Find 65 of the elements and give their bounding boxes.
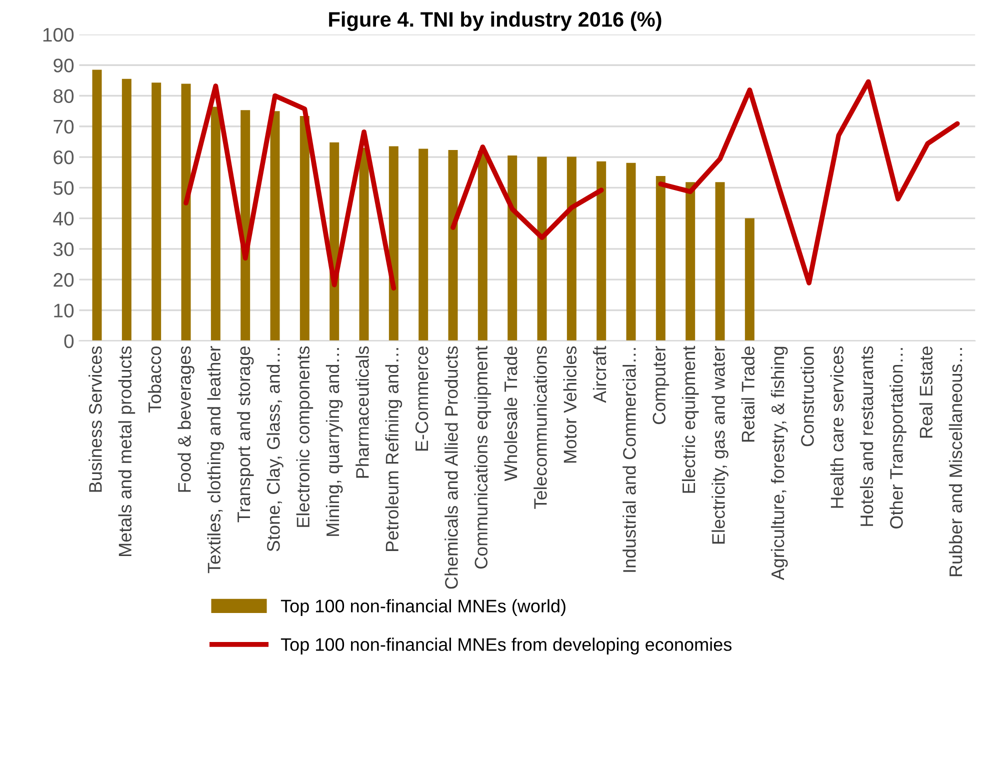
bar (418, 148, 428, 341)
x-tick-label: Agriculture, forestry, & fishing (770, 346, 788, 580)
x-tick-label: Business Services (88, 346, 102, 492)
x-tick-label: E-Commerce (415, 346, 428, 451)
bar (686, 182, 696, 341)
x-tick-label: Stone, Clay, Glass, and… (266, 348, 284, 552)
x-tick-label: Hotels and restaurants (860, 346, 874, 526)
bar (537, 156, 547, 341)
bar (508, 156, 518, 341)
y-tick-label: 80 (54, 89, 74, 103)
y-tick-label: 40 (53, 212, 74, 226)
y-tick-label: 100 (43, 28, 74, 42)
bar (359, 148, 369, 341)
x-tick-label: Pharmaceuticals (356, 346, 369, 478)
x-tick-label: Electric equipment (682, 346, 699, 493)
x-tick-label: Computer (652, 346, 670, 424)
bar (181, 84, 191, 341)
y-tick-label: 0 (64, 334, 74, 348)
x-tick-label: Motor Vehicles (563, 346, 577, 463)
y-tick-label: 50 (53, 181, 74, 195)
bar (210, 106, 220, 341)
x-tick-label: Electricity, gas and water (712, 346, 728, 544)
x-tick-label: Metals and metal products (118, 346, 136, 556)
y-tick-label: 60 (54, 150, 74, 164)
bar (300, 116, 310, 341)
bar (448, 150, 458, 341)
x-tick-label: Transport and storage (236, 346, 254, 522)
x-tick-label: Construction (800, 346, 814, 446)
y-tick-label: 90 (54, 58, 74, 72)
x-tick-label: Wholesale Trade (504, 346, 518, 482)
x-tick-label: Textiles, clothing and leather (207, 346, 224, 574)
x-tick-label: Electronic components (296, 346, 314, 527)
bar (92, 70, 102, 341)
legend-label: Top 100 non-financial MNEs (world) (280, 599, 566, 616)
x-tick-label: Food & beverages (178, 346, 194, 492)
legend-label: Top 100 non-financial MNEs from developing economies (280, 638, 732, 655)
x-tick-label: Other Transportation… (890, 348, 906, 529)
x-tick-label: Retail Trade (741, 346, 755, 442)
x-tick-label: Petroleum Refining and… (385, 348, 402, 551)
y-tick-label: 70 (54, 120, 74, 134)
x-tick-label: Communications equipment (474, 346, 492, 569)
y-tick-label: 20 (54, 273, 74, 287)
bar (626, 162, 636, 341)
bar (715, 182, 725, 341)
x-tick-label: Rubber and Miscellaneous… (948, 348, 962, 576)
x-tick-label: Telecommunications (534, 346, 547, 509)
bar (656, 176, 666, 341)
bar (122, 78, 132, 341)
y-tick-label: 10 (54, 304, 74, 318)
bar (388, 146, 398, 341)
x-tick-label: Industrial and Commercial… (622, 348, 636, 572)
bar (152, 82, 162, 341)
bar (478, 150, 488, 341)
x-tick-label: Health care services (830, 346, 844, 508)
bar (566, 156, 576, 341)
bar (744, 218, 754, 341)
x-tick-label: Aircraft (592, 346, 606, 403)
bar (270, 111, 280, 341)
x-tick-label: Chemicals and Allied Products (444, 346, 458, 589)
chart-title: Figure 4. TNI by industry 2016 (%) (329, 11, 662, 31)
y-tick-label: 30 (53, 242, 74, 256)
bar (596, 161, 606, 341)
x-tick-label: Tobacco (148, 346, 162, 413)
x-tick-label: Real Estate (919, 346, 933, 438)
x-tick-label: Mining, quarrying and… (326, 348, 343, 536)
